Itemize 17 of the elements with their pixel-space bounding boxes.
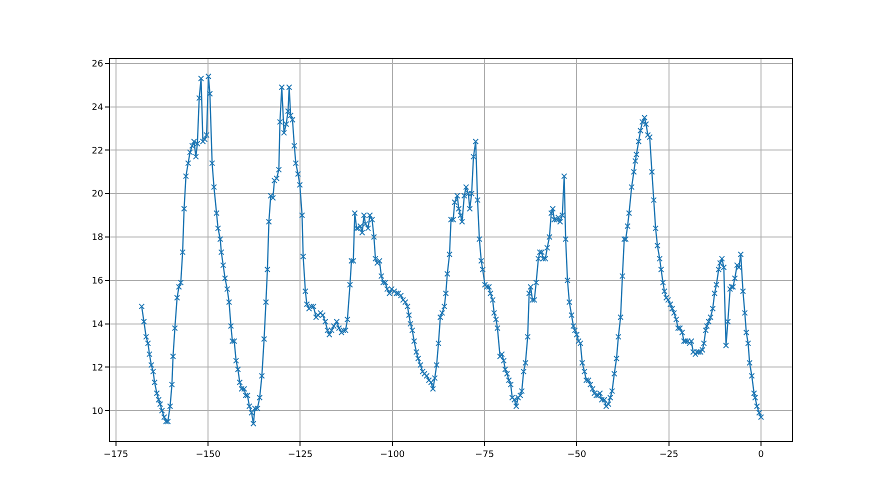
y-tick-label: 10 <box>92 406 104 417</box>
y-tick-label: 18 <box>92 233 104 244</box>
y-tick-label: 26 <box>92 59 104 70</box>
x-tick-label: −25 <box>659 450 678 460</box>
y-tick-label: 12 <box>92 363 104 374</box>
x-tick-label: −175 <box>104 450 128 460</box>
y-tick-label: 14 <box>92 320 104 330</box>
x-tick-label: −100 <box>380 450 406 460</box>
x-tick-label: −75 <box>475 450 494 460</box>
x-tick-label: −150 <box>196 450 221 460</box>
x-tick-label: −125 <box>288 450 313 460</box>
x-tick-label: 0 <box>758 450 764 460</box>
y-tick-label: 16 <box>92 276 104 287</box>
y-tick-label: 22 <box>92 146 104 156</box>
y-tick-label: 24 <box>92 102 104 113</box>
y-tick-label: 20 <box>92 190 104 200</box>
x-tick-label: −50 <box>567 450 586 460</box>
